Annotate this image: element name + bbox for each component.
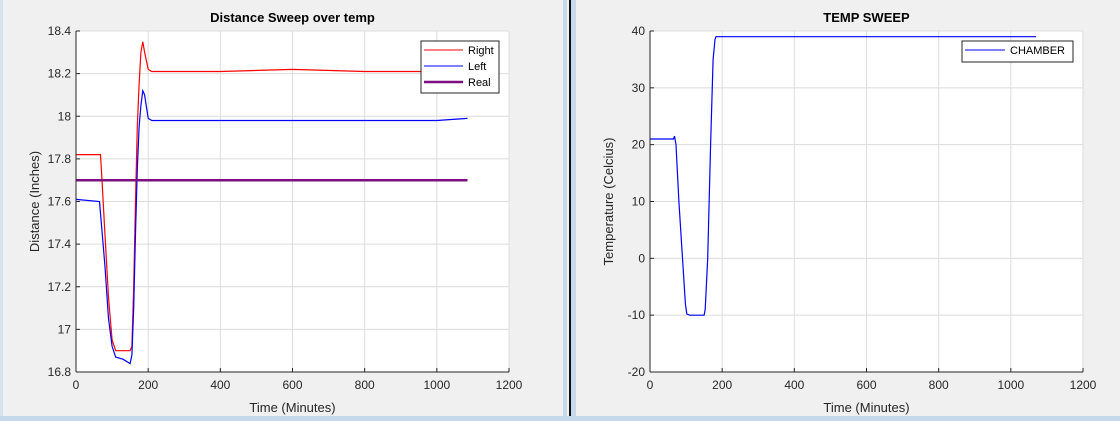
series-chamber bbox=[650, 36, 1037, 316]
chart-title: TEMP SWEEP bbox=[823, 10, 910, 25]
chart-distance-sweep: 0 200 400 600 800 1000 1200 16.8 17 17.2 17.4 17.6 1… bbox=[27, 10, 523, 415]
y-tick-label: 17 bbox=[58, 322, 72, 336]
y-tick-label: 17.2 bbox=[48, 280, 72, 294]
legend[interactable]: CHAMBER bbox=[961, 40, 1074, 63]
x-tick-label: 600 bbox=[856, 378, 876, 392]
window-edge bbox=[0, 0, 3, 421]
y-tick-label: 18.2 bbox=[48, 67, 72, 81]
x-tick-label: 800 bbox=[355, 378, 375, 392]
series-right bbox=[76, 41, 468, 352]
legend[interactable]: Right Left Real bbox=[420, 40, 500, 94]
legend-label-left: Left bbox=[468, 61, 486, 73]
x-tick-label: 600 bbox=[282, 378, 302, 392]
x-tick-label: 400 bbox=[784, 378, 804, 392]
legend-label-right: Right bbox=[468, 45, 494, 57]
y-tick-label: 0 bbox=[638, 251, 645, 265]
y-axis-label: Temperature (Celcius) bbox=[601, 138, 616, 266]
x-axis-label: Time (Minutes) bbox=[823, 400, 909, 415]
y-tick-label: 17.6 bbox=[48, 195, 72, 209]
x-tick-label: 0 bbox=[73, 378, 80, 392]
x-tick-label: 1200 bbox=[1070, 378, 1097, 392]
x-tick-label: 200 bbox=[138, 378, 158, 392]
x-tick-label: 1200 bbox=[496, 378, 523, 392]
chart-temp-sweep: 0 200 400 600 800 1000 1200 -20 -10 0 10 20 30 40 TEMP… bbox=[601, 10, 1097, 415]
y-tick-label: 20 bbox=[632, 138, 646, 152]
y-tick-label: 16.8 bbox=[48, 365, 72, 379]
x-axis-label: Time (Minutes) bbox=[249, 400, 335, 415]
x-tick-label: 200 bbox=[712, 378, 732, 392]
legend-box bbox=[961, 40, 1074, 63]
y-tick-label: 17.8 bbox=[48, 152, 72, 166]
x-tick-label: 0 bbox=[647, 378, 654, 392]
panel-border bbox=[571, 0, 576, 421]
y-tick-label: 18.4 bbox=[48, 24, 72, 38]
split-divider[interactable] bbox=[569, 0, 571, 421]
series-left bbox=[75, 88, 468, 365]
y-tick-label: 17.4 bbox=[48, 237, 72, 251]
y-tick-label: 30 bbox=[632, 81, 646, 95]
y-tick-label: 40 bbox=[632, 24, 646, 38]
legend-label-chamber: CHAMBER bbox=[1010, 45, 1065, 57]
x-tick-label: 800 bbox=[929, 378, 949, 392]
x-tick-label: 1000 bbox=[997, 378, 1024, 392]
window-bottom-edge bbox=[0, 416, 1120, 421]
legend-label-real: Real bbox=[468, 77, 491, 89]
x-tick-label: 400 bbox=[210, 378, 230, 392]
panel-border bbox=[563, 0, 567, 421]
chart-title: Distance Sweep over temp bbox=[210, 10, 375, 25]
x-tick-label: 1000 bbox=[423, 378, 450, 392]
y-tick-label: 18 bbox=[58, 109, 72, 123]
y-axis-label: Distance (Inches) bbox=[27, 151, 42, 252]
y-tick-label: -20 bbox=[628, 365, 646, 379]
y-tick-label: 10 bbox=[632, 195, 646, 209]
y-tick-label: -10 bbox=[628, 308, 646, 322]
